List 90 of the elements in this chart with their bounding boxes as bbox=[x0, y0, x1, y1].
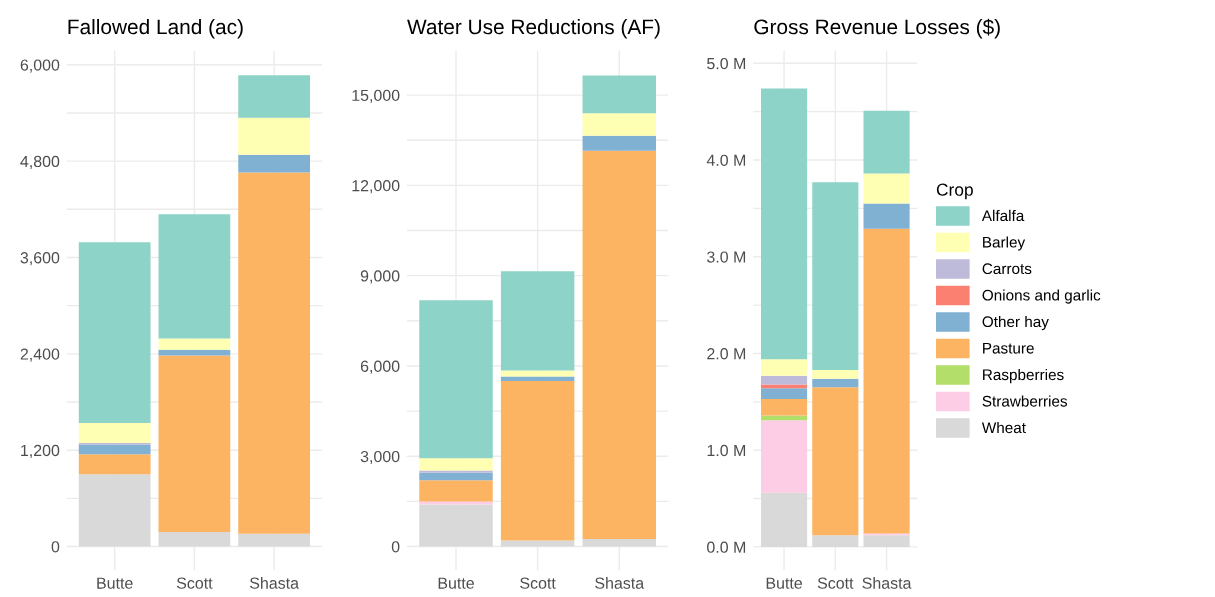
legend-label: Alfalfa bbox=[981, 209, 1025, 222]
bar bbox=[158, 214, 231, 339]
legend-title: Crop bbox=[936, 183, 973, 200]
y-tick-label: 4,800 bbox=[20, 155, 60, 169]
bar bbox=[760, 420, 808, 493]
legend-label: Raspberries bbox=[983, 368, 1064, 384]
legend-label: Pasture bbox=[983, 342, 1034, 354]
chart-title: Fallowed Land (ac) bbox=[68, 18, 243, 39]
y-tick-label: 5.0 M bbox=[707, 57, 746, 70]
bar bbox=[863, 173, 910, 204]
x-tick-label: Shasta bbox=[250, 577, 299, 589]
bar bbox=[419, 458, 493, 471]
bar bbox=[238, 154, 311, 173]
bar bbox=[582, 75, 657, 114]
y-tick-label: 3,600 bbox=[20, 252, 60, 266]
bar bbox=[78, 454, 151, 475]
y-tick-label: 0 bbox=[391, 541, 400, 553]
y-tick-label: 2.0 M bbox=[707, 348, 746, 360]
bar bbox=[158, 532, 231, 547]
bar bbox=[158, 355, 231, 533]
bar bbox=[863, 535, 910, 547]
bar bbox=[863, 110, 910, 174]
y-tick-label: 3.0 M bbox=[707, 251, 746, 263]
bar bbox=[760, 359, 808, 376]
chart-title: Water Use Reductions (AF) bbox=[407, 18, 660, 39]
bar bbox=[760, 398, 808, 416]
x-tick-label: Scott bbox=[176, 577, 213, 589]
legend-label: Wheat bbox=[981, 421, 1026, 434]
bar bbox=[419, 470, 493, 473]
bar bbox=[812, 387, 859, 536]
bar bbox=[158, 338, 231, 350]
x-tick-label: Shasta bbox=[595, 577, 645, 589]
legend-label: Carrots bbox=[982, 263, 1032, 275]
bar bbox=[419, 480, 493, 502]
bar bbox=[812, 378, 859, 388]
bar bbox=[238, 117, 311, 155]
legend-label: Barley bbox=[983, 236, 1026, 251]
bar bbox=[812, 369, 859, 379]
y-tick-label: 1.0 M bbox=[707, 444, 746, 457]
bar bbox=[582, 539, 657, 547]
y-tick-label: 1,200 bbox=[21, 444, 60, 459]
bar bbox=[760, 415, 808, 421]
bar bbox=[238, 533, 311, 547]
bar bbox=[582, 113, 657, 136]
x-tick-label: Scott bbox=[817, 577, 854, 589]
x-tick-label: Butte bbox=[766, 577, 802, 589]
y-tick-label: 12,000 bbox=[352, 180, 400, 194]
bar bbox=[419, 472, 493, 481]
bar bbox=[238, 75, 311, 118]
y-tick-label: 3,000 bbox=[360, 450, 400, 465]
bar bbox=[760, 384, 808, 389]
bar bbox=[812, 182, 859, 370]
y-tick-label: 9,000 bbox=[360, 270, 400, 284]
bar bbox=[78, 422, 151, 443]
x-tick-label: Shasta bbox=[862, 577, 912, 589]
legend-label: Onions and garlic bbox=[982, 289, 1101, 304]
bar bbox=[78, 474, 151, 547]
bar bbox=[863, 228, 910, 534]
bar bbox=[863, 203, 910, 229]
bar bbox=[500, 370, 575, 377]
x-tick-label: Scott bbox=[520, 577, 556, 589]
x-tick-label: Butte bbox=[438, 577, 474, 589]
legend-label: Other hay bbox=[982, 315, 1049, 331]
bar bbox=[78, 444, 151, 455]
bar bbox=[582, 150, 657, 540]
bar bbox=[760, 375, 808, 385]
bar bbox=[500, 271, 575, 371]
bar bbox=[419, 501, 493, 505]
y-tick-label: 15,000 bbox=[352, 89, 400, 103]
bar bbox=[500, 540, 575, 547]
bar bbox=[812, 535, 859, 547]
chart-title: Gross Revenue Losses ($) bbox=[754, 18, 1000, 39]
x-tick-label: Butte bbox=[97, 577, 133, 589]
bar bbox=[760, 388, 808, 399]
bar bbox=[238, 172, 311, 534]
legend-label: Strawberries bbox=[982, 395, 1068, 407]
bar bbox=[419, 504, 493, 547]
bar bbox=[500, 376, 575, 381]
bar bbox=[500, 381, 575, 541]
y-tick-label: 6,000 bbox=[20, 59, 60, 73]
y-tick-label: 4.0 M bbox=[706, 154, 746, 166]
y-tick-label: 6,000 bbox=[360, 360, 400, 374]
bar bbox=[760, 492, 808, 547]
y-tick-label: 2,400 bbox=[20, 348, 60, 362]
bar bbox=[419, 300, 493, 459]
y-tick-label: 0.0 M bbox=[707, 541, 746, 553]
bar bbox=[582, 135, 657, 151]
y-tick-label: 0 bbox=[51, 541, 60, 553]
bar bbox=[78, 242, 151, 423]
bar bbox=[760, 88, 808, 360]
